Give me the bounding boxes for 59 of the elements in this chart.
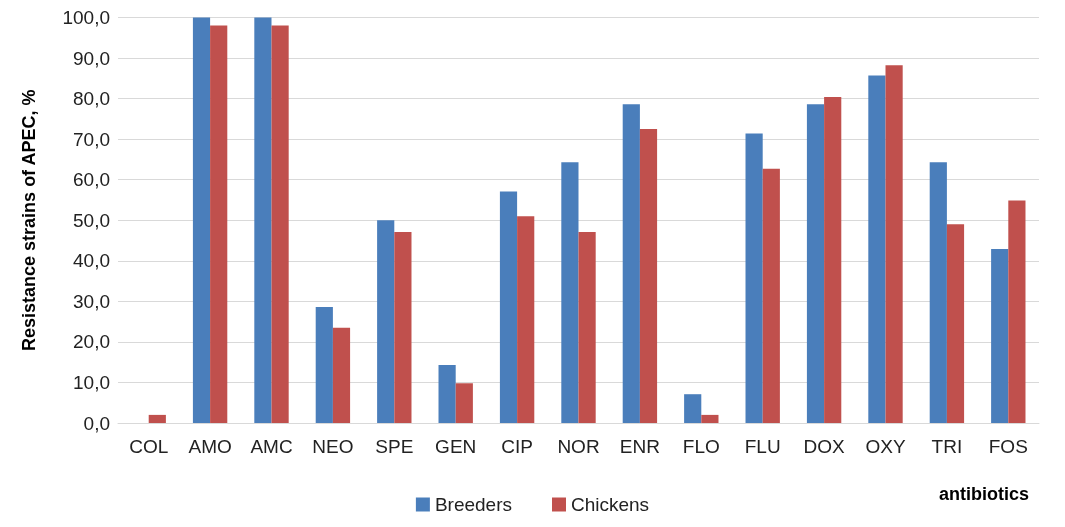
y-tick-label: 10,0	[73, 371, 110, 393]
x-tick-label: FLU	[744, 436, 781, 457]
y-tick-label: 80,0	[73, 88, 110, 110]
x-tick-label: FOS	[988, 436, 1028, 457]
bar	[254, 17, 272, 423]
bar	[824, 96, 842, 423]
x-tick-label: OXY	[865, 436, 906, 457]
bar	[315, 307, 333, 423]
bar	[868, 75, 886, 423]
y-axis-title: Resistance strains of APEC, %	[19, 89, 39, 351]
x-tick-label: SPE	[375, 436, 414, 457]
bar	[745, 133, 763, 423]
bar	[1008, 200, 1026, 423]
bar	[946, 224, 965, 423]
y-tick-label: 90,0	[73, 47, 110, 69]
x-tick-label: FLO	[682, 436, 720, 457]
y-tick-label: 50,0	[73, 209, 110, 231]
bar	[517, 216, 535, 423]
x-tick-label: DOX	[803, 436, 846, 457]
x-axis-title: antibiotics	[938, 484, 1029, 504]
bar	[377, 220, 395, 423]
y-tick-label: 0,0	[83, 412, 110, 434]
bar	[499, 191, 518, 423]
legend-label: Breeders	[434, 494, 512, 515]
bar	[578, 232, 596, 423]
bar	[438, 365, 456, 423]
x-tick-label: NOR	[557, 436, 600, 457]
x-tick-label: AMC	[250, 436, 293, 457]
y-tick-label: 70,0	[73, 128, 110, 150]
bar	[394, 232, 412, 423]
bar	[991, 249, 1009, 423]
bar	[929, 162, 947, 423]
y-tick-label: 100,0	[62, 7, 110, 28]
bar	[148, 414, 166, 423]
bar	[806, 104, 825, 423]
x-tick-label: CIP	[501, 436, 533, 457]
y-tick-label: 40,0	[73, 250, 110, 272]
bar	[885, 65, 903, 423]
bar	[684, 394, 702, 423]
bar	[192, 17, 211, 423]
bar	[622, 104, 640, 423]
bar	[271, 25, 289, 423]
bar	[639, 129, 658, 423]
bar	[762, 168, 780, 423]
x-tick-label: GEN	[435, 436, 477, 457]
y-tick-label: 30,0	[73, 290, 110, 312]
y-tick-label: 20,0	[73, 331, 110, 353]
bar	[455, 383, 473, 423]
x-tick-label: TRI	[931, 436, 963, 457]
x-tick-label: NEO	[312, 436, 354, 457]
x-tick-label: ENR	[619, 436, 660, 457]
bar	[561, 162, 579, 423]
x-tick-label: COL	[129, 436, 169, 457]
legend-label: Chickens	[570, 494, 650, 515]
bar	[210, 25, 228, 423]
x-tick-label: AMO	[188, 436, 232, 457]
bar	[332, 327, 351, 423]
y-tick-label: 60,0	[73, 169, 110, 191]
bar	[701, 414, 719, 423]
